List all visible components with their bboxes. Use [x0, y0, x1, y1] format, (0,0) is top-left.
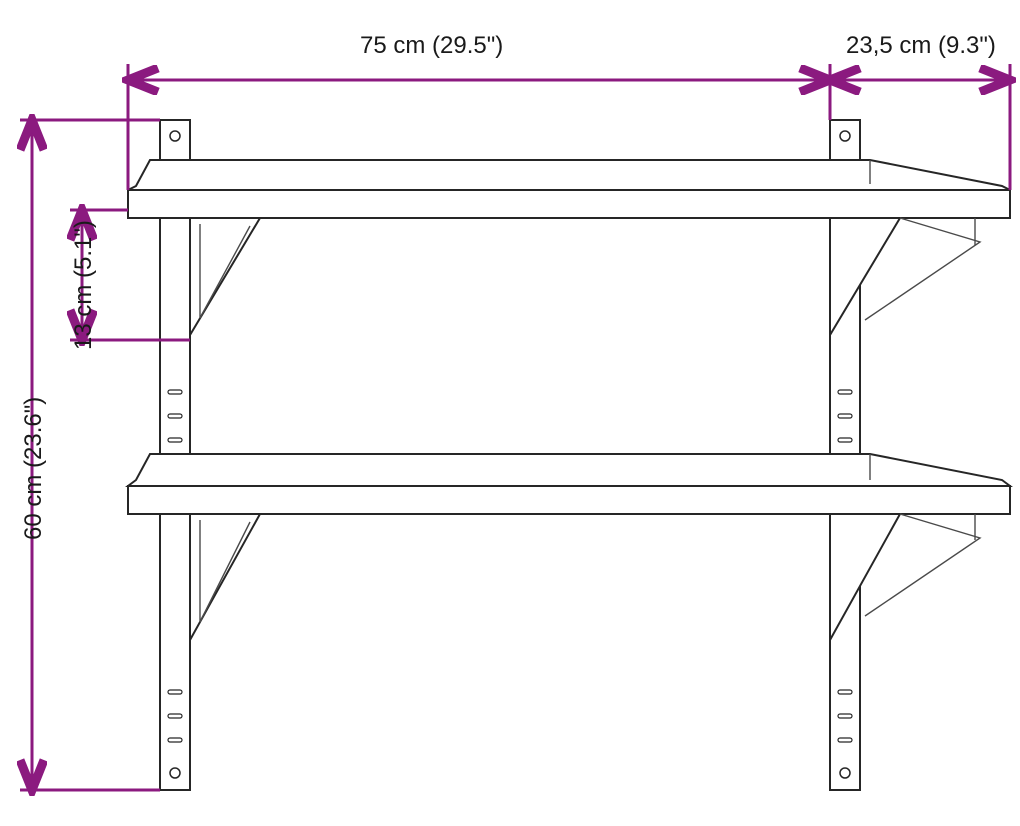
lower-shelf — [128, 454, 1010, 514]
dim-height-label: 60 cm (23.6") — [20, 397, 48, 540]
upper-shelf — [128, 160, 1010, 218]
product-drawing — [128, 120, 1010, 790]
diagram-svg — [0, 0, 1020, 826]
upper-brackets — [190, 218, 980, 335]
dim-width-label: 75 cm (29.5") — [360, 32, 503, 60]
lower-brackets — [190, 514, 980, 640]
dim-bracket-label: 13 cm (5.1") — [70, 220, 98, 350]
dim-depth-label: 23,5 cm (9.3") — [846, 32, 996, 60]
